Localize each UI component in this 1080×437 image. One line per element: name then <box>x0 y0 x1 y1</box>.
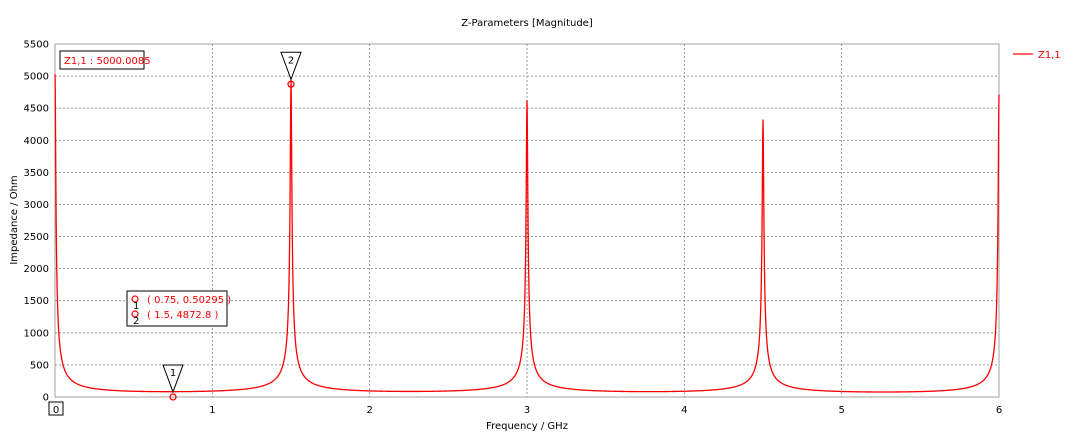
marker-point <box>169 393 177 401</box>
y-tick-label: 0 <box>43 393 49 404</box>
y-tick-label: 5500 <box>24 40 49 51</box>
y-tick-label: 3500 <box>24 168 49 179</box>
marker-point <box>287 80 295 88</box>
x-origin-box <box>48 401 64 416</box>
marker-1-readout: ( 0.75, 0.50295 ) <box>147 295 231 306</box>
legend: Z1,1 <box>1013 50 1061 61</box>
marker-2-readout: ( 1.5, 4872.8 ) <box>147 310 219 321</box>
annotation-text: Z1,1 : 5000.0085 <box>64 56 151 67</box>
x-axis-ticks: 1 2 3 4 5 6 <box>209 405 1002 416</box>
y-tick-label: 1000 <box>24 328 49 339</box>
marker-readout: 1 ( 0.75, 0.50295 ) 2 ( 1.5, 4872.8 ) <box>126 290 231 327</box>
y-axis-label: Impedance / Ohm <box>9 175 20 264</box>
x-tick-label: 4 <box>681 405 687 416</box>
svg-text:1: 1 <box>133 301 139 312</box>
legend-label: Z1,1 <box>1038 50 1061 61</box>
marker-flag-label: 1 <box>170 368 176 379</box>
series-line-z11 <box>54 74 1000 393</box>
marker-flag-label: 2 <box>288 55 294 66</box>
marker-flag <box>280 51 302 81</box>
y-tick-label: 1500 <box>24 296 49 307</box>
x-axis-label: Frequency / GHz <box>486 421 568 432</box>
chart-title: Z-Parameters [Magnitude] <box>461 18 593 29</box>
x-tick-label: 3 <box>524 405 530 416</box>
x-tick-label: 2 <box>366 405 372 416</box>
y-tick-label: 2000 <box>24 264 49 275</box>
svg-text:2: 2 <box>133 316 139 327</box>
annotation-box: Z1,1 : 5000.0085 <box>59 50 151 70</box>
marker-flag <box>162 364 184 394</box>
y-axis-ticks: 0 500 1000 1500 2000 2500 3000 3500 4000 4500 5000… <box>24 40 49 404</box>
y-tick-label: 4000 <box>24 136 49 147</box>
x-tick-label: 1 <box>209 405 215 416</box>
x-tick-label: 6 <box>996 405 1002 416</box>
x-tick-label: 5 <box>838 405 844 416</box>
y-tick-label: 3000 <box>24 200 49 211</box>
y-tick-label: 5000 <box>24 72 49 83</box>
y-tick-label: 500 <box>30 360 49 371</box>
x-origin-label: 0 <box>53 405 59 416</box>
markers: 12 <box>162 51 302 401</box>
y-tick-label: 2500 <box>24 232 49 243</box>
y-tick-label: 4500 <box>24 104 49 115</box>
